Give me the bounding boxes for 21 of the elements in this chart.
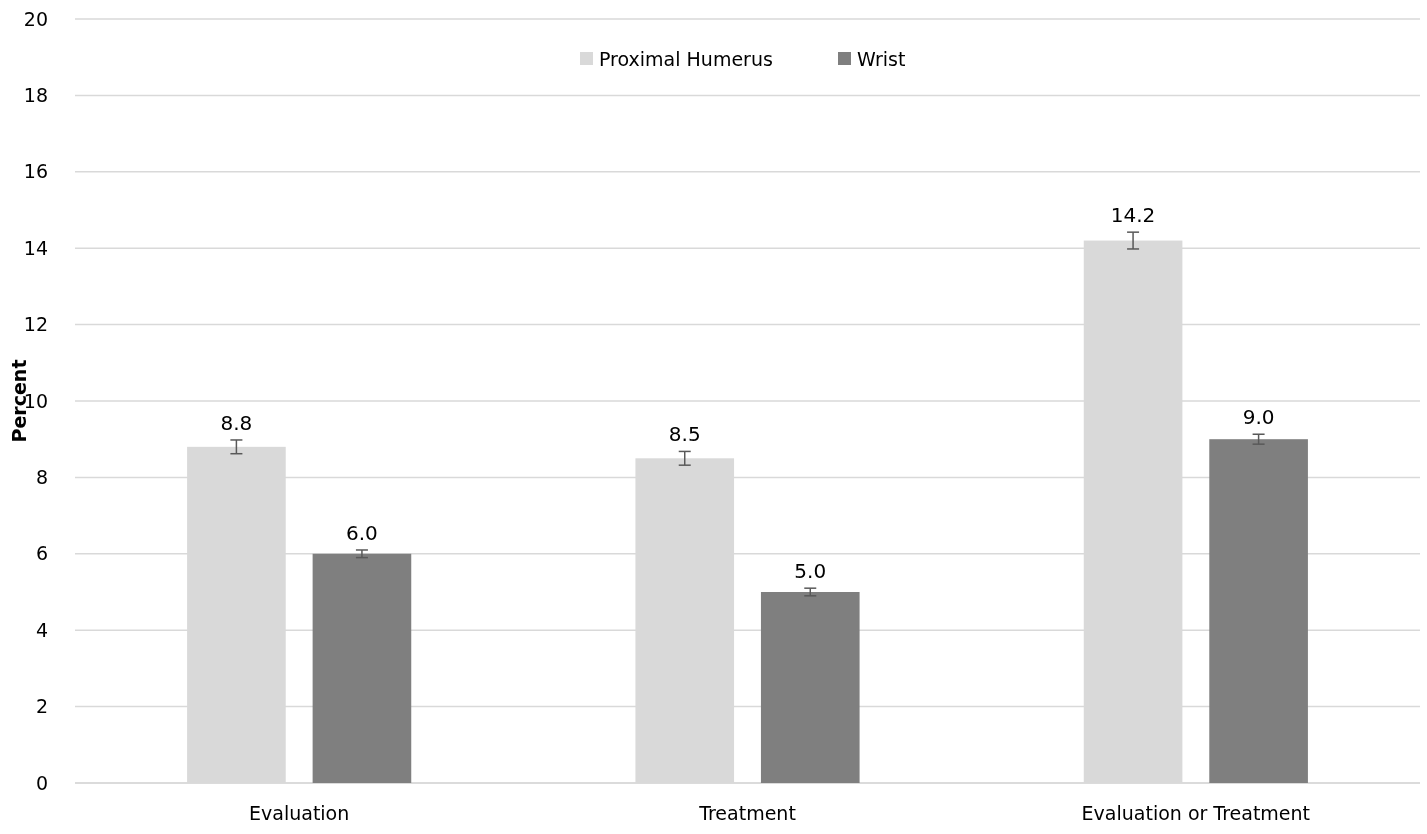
data-label: 6.0 <box>346 520 378 545</box>
data-label: 14.2 <box>1110 203 1156 228</box>
y-tick-label: 2 <box>35 695 48 718</box>
y-tick-label: 8 <box>35 466 48 489</box>
data-label: 9.0 <box>1242 405 1275 430</box>
x-tick-label: Treatment <box>698 802 796 824</box>
y-tick-label: 14 <box>23 236 48 259</box>
y-tick-label: 6 <box>35 542 48 565</box>
x-tick-label: Evaluation or Treatment <box>1081 802 1311 824</box>
y-tick-label: 4 <box>35 618 48 641</box>
y-tick-label: 18 <box>23 84 48 107</box>
legend-label: Wrist <box>857 47 906 70</box>
x-tick-label: Evaluation <box>249 802 350 824</box>
y-tick-label: 0 <box>35 771 48 794</box>
data-label: 8.5 <box>668 422 701 447</box>
y-tick-label: 20 <box>23 7 48 30</box>
y-tick-label: 12 <box>23 313 48 336</box>
data-label: 5.0 <box>794 559 827 584</box>
legend-label: Proximal Humerus <box>599 47 773 70</box>
data-label: 8.8 <box>220 410 253 435</box>
y-tick-label: 16 <box>23 160 48 183</box>
